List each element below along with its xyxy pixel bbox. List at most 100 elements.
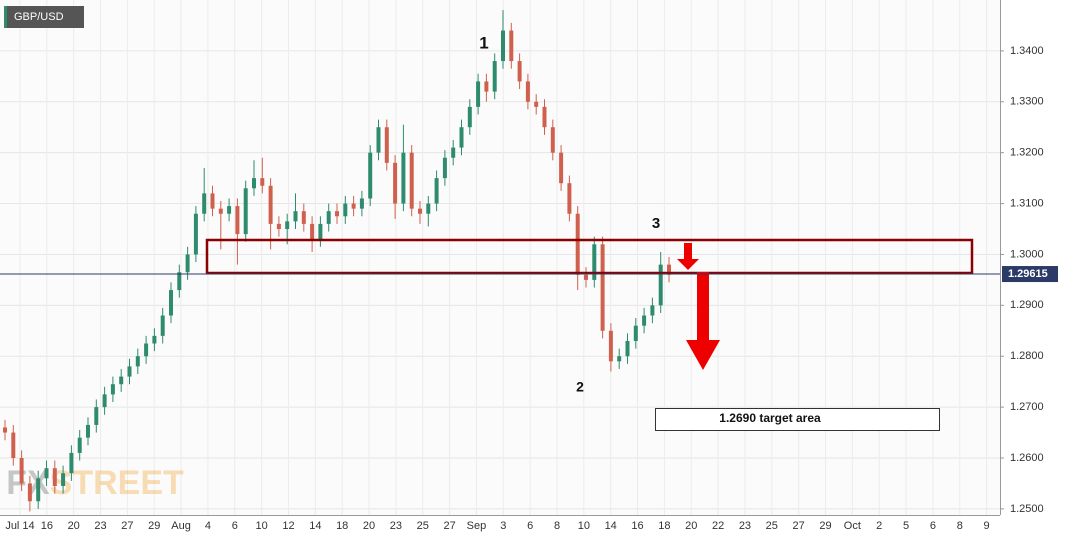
candle-body	[44, 468, 49, 479]
x-tick-label: 2	[876, 520, 882, 532]
candle-body	[268, 185, 273, 224]
last-price-label: 1.29615	[1008, 268, 1048, 280]
x-tick-label: 27	[121, 520, 133, 532]
y-tick-label: 1.3300	[1010, 96, 1044, 108]
x-tick-label: Jul 14	[5, 520, 34, 532]
x-tick-label: 29	[819, 520, 831, 532]
watermark: FXSTREET	[6, 464, 184, 502]
candle-body	[351, 203, 356, 209]
x-tick-label: 6	[930, 520, 936, 532]
candle-body	[77, 437, 82, 453]
wave-label: 2	[576, 379, 584, 395]
y-tick-label: 1.3000	[1010, 248, 1044, 260]
candle-body	[658, 264, 663, 306]
x-tick-label: 23	[94, 520, 106, 532]
candle-body	[177, 272, 182, 291]
y-tick-label: 1.3200	[1010, 147, 1044, 159]
candle-body	[575, 213, 580, 275]
candle-body	[368, 152, 373, 199]
candle-body	[11, 432, 16, 459]
x-tick-label: 27	[793, 520, 805, 532]
x-tick-label: 22	[712, 520, 724, 532]
candle-body	[318, 223, 323, 240]
candle-body	[193, 213, 198, 255]
symbol-box	[4, 6, 84, 28]
candle-body	[584, 274, 588, 280]
x-tick-label: 20	[685, 520, 697, 532]
x-tick-label: 25	[417, 520, 429, 532]
candle-body	[525, 81, 530, 102]
candle-body	[600, 244, 605, 331]
candle-body	[235, 206, 240, 235]
x-tick-label: 4	[205, 520, 211, 532]
candle-body	[19, 458, 24, 484]
x-tick-label: 25	[766, 520, 778, 532]
candle-body	[418, 208, 422, 214]
candle-body	[185, 254, 190, 273]
candle-body	[227, 206, 232, 214]
x-tick-label: 14	[309, 520, 321, 532]
candle-body	[492, 61, 497, 92]
x-tick-label: 8	[554, 520, 560, 532]
candle-body	[617, 356, 622, 362]
candle-body	[160, 315, 165, 336]
candle-body	[94, 407, 99, 425]
candle-body	[592, 244, 597, 280]
x-tick-label: 20	[363, 520, 375, 532]
candle-body	[252, 178, 256, 189]
candle-body	[69, 452, 74, 474]
candle-body	[218, 208, 223, 214]
candle-body	[61, 473, 66, 486]
symbol: GBP/USD	[14, 11, 64, 23]
candle-body	[459, 127, 464, 148]
x-tick-label: 20	[68, 520, 80, 532]
y-tick-label: 1.2500	[1010, 503, 1044, 515]
candle-body	[119, 376, 124, 385]
candle-body	[144, 343, 149, 357]
candle-body	[202, 193, 207, 214]
candle-body	[343, 203, 348, 217]
target-label: 1.2690 target area	[719, 411, 821, 425]
target-box	[655, 408, 940, 431]
x-tick-label: 8	[957, 520, 963, 532]
resistance-zone	[205, 238, 974, 275]
y-tick-label: 1.2700	[1010, 401, 1044, 413]
candle-body	[409, 152, 414, 209]
candle-body	[451, 147, 456, 158]
candle-body	[359, 198, 364, 209]
y-tick-label: 1.3400	[1010, 45, 1044, 57]
x-tick-label: Oct	[844, 520, 861, 532]
x-tick-label: 5	[903, 520, 909, 532]
x-tick-label: Sep	[467, 520, 487, 532]
candle-body	[642, 315, 647, 326]
x-tick-label: 27	[443, 520, 455, 532]
y-tick-label: 1.2900	[1010, 299, 1044, 311]
candle-body	[52, 468, 57, 486]
candle-body	[534, 101, 539, 107]
candle-body	[260, 178, 265, 186]
candle-body	[210, 193, 215, 209]
x-tick-label: 18	[336, 520, 348, 532]
x-tick-label: 18	[658, 520, 670, 532]
wave-label: 3	[652, 215, 660, 232]
candle-body	[152, 335, 157, 344]
candle-body	[633, 325, 638, 341]
candle-body	[442, 157, 447, 179]
candle-body	[426, 203, 431, 214]
candle-body	[625, 340, 630, 357]
candle-body	[567, 183, 572, 214]
candle-body	[36, 478, 41, 502]
candle-body	[86, 424, 90, 438]
y-tick-label: 1.3100	[1010, 197, 1044, 209]
candle-body	[293, 211, 298, 222]
candle-body	[243, 188, 248, 235]
candle-body	[401, 152, 406, 204]
wave-label: 1	[479, 33, 488, 52]
candle-body	[484, 81, 489, 92]
candle-body	[467, 106, 472, 128]
candle-body	[517, 61, 522, 82]
candle-body	[509, 30, 514, 62]
x-tick-label: 6	[232, 520, 238, 532]
plot-area	[0, 0, 1000, 515]
